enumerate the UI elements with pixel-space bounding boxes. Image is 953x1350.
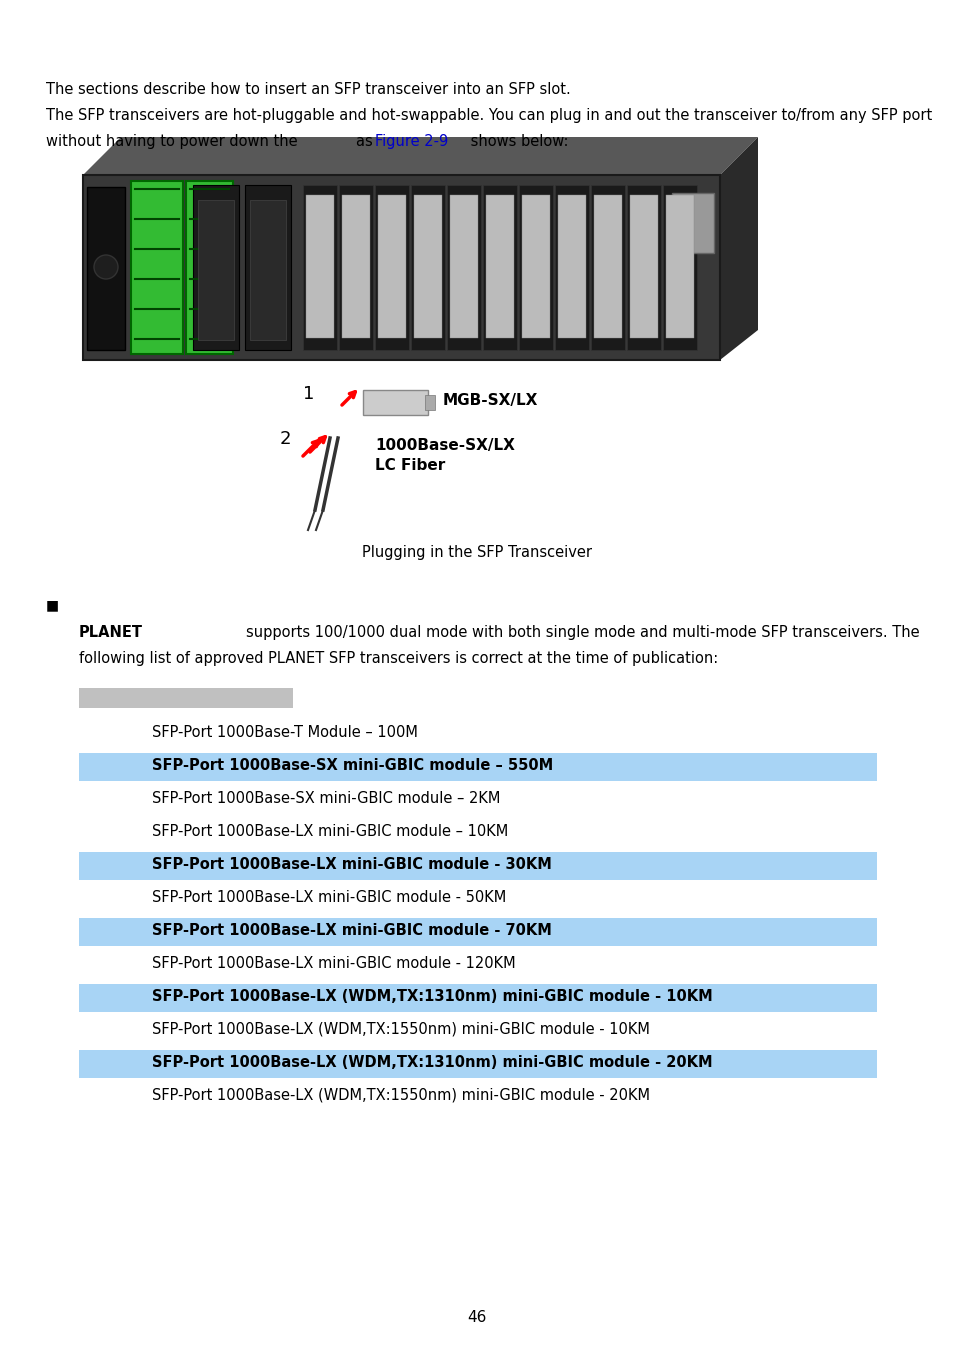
Text: MGB-SX/LX: MGB-SX/LX (442, 393, 537, 408)
Bar (671, 193, 713, 252)
Text: 2: 2 (280, 431, 292, 448)
Bar (626, 185, 660, 350)
Text: SFP-Port 1000Base-LX (WDM,TX:1310nm) mini-GBIC module - 20KM: SFP-Port 1000Base-LX (WDM,TX:1310nm) min… (152, 1054, 712, 1071)
Bar (341, 194, 370, 338)
Bar (414, 194, 441, 338)
Bar (450, 194, 477, 338)
Bar (193, 185, 239, 350)
Bar (424, 396, 435, 410)
Bar (594, 194, 621, 338)
Bar (303, 185, 336, 350)
Bar (558, 194, 585, 338)
Bar (306, 194, 334, 338)
Circle shape (94, 255, 118, 279)
Bar (79, 918, 876, 946)
Bar (79, 984, 876, 1012)
Bar (555, 185, 588, 350)
Text: ■: ■ (46, 598, 59, 612)
Bar (83, 176, 720, 360)
Bar (79, 852, 876, 880)
Bar (482, 185, 517, 350)
Text: SFP-Port 1000Base-T Module – 100M: SFP-Port 1000Base-T Module – 100M (152, 725, 417, 740)
Text: Figure 2-9: Figure 2-9 (375, 134, 448, 148)
Text: SFP-Port 1000Base-LX (WDM,TX:1550nm) mini-GBIC module - 10KM: SFP-Port 1000Base-LX (WDM,TX:1550nm) min… (152, 1022, 649, 1037)
Bar (245, 185, 291, 350)
Bar (250, 200, 286, 340)
Bar (363, 390, 428, 414)
Bar (198, 200, 233, 340)
Bar (79, 1050, 876, 1079)
Text: without having to power down the: without having to power down the (46, 134, 297, 148)
Text: The sections describe how to insert an SFP transceiver into an SFP slot.: The sections describe how to insert an S… (46, 82, 570, 97)
Text: SFP-Port 1000Base-LX mini-GBIC module - 30KM: SFP-Port 1000Base-LX mini-GBIC module - … (152, 857, 551, 872)
Text: 46: 46 (467, 1310, 486, 1324)
Text: SFP-Port 1000Base-LX (WDM,TX:1550nm) mini-GBIC module - 20KM: SFP-Port 1000Base-LX (WDM,TX:1550nm) min… (152, 1088, 649, 1103)
Bar (79, 753, 876, 782)
Text: as: as (355, 134, 377, 148)
Bar (131, 181, 183, 354)
Text: Plugging in the SFP Transceiver: Plugging in the SFP Transceiver (361, 545, 592, 560)
Bar (518, 185, 553, 350)
Bar (375, 185, 409, 350)
Bar (447, 185, 480, 350)
Bar (521, 194, 550, 338)
Text: SFP-Port 1000Base-LX mini-GBIC module - 120KM: SFP-Port 1000Base-LX mini-GBIC module - … (152, 956, 515, 971)
Text: SFP-Port 1000Base-SX mini-GBIC module – 550M: SFP-Port 1000Base-SX mini-GBIC module – … (152, 757, 553, 774)
Bar (186, 181, 233, 354)
Bar (79, 688, 293, 707)
Bar (377, 194, 406, 338)
Text: LC Fiber: LC Fiber (375, 458, 445, 472)
Text: SFP-Port 1000Base-LX mini-GBIC module - 50KM: SFP-Port 1000Base-LX mini-GBIC module - … (152, 890, 506, 905)
Text: following list of approved PLANET SFP transceivers is correct at the time of pub: following list of approved PLANET SFP tr… (79, 651, 718, 666)
Bar (411, 185, 444, 350)
Text: SFP-Port 1000Base-LX mini-GBIC module - 70KM: SFP-Port 1000Base-LX mini-GBIC module - … (152, 923, 551, 938)
Bar (590, 185, 624, 350)
Bar (485, 194, 514, 338)
Text: SFP-Port 1000Base-LX (WDM,TX:1310nm) mini-GBIC module - 10KM: SFP-Port 1000Base-LX (WDM,TX:1310nm) min… (152, 990, 712, 1004)
Bar (338, 185, 373, 350)
Text: The SFP transceivers are hot-pluggable and hot-swappable. You can plug in and ou: The SFP transceivers are hot-pluggable a… (46, 108, 931, 123)
Text: SFP-Port 1000Base-SX mini-GBIC module – 2KM: SFP-Port 1000Base-SX mini-GBIC module – … (152, 791, 500, 806)
Polygon shape (720, 136, 758, 360)
Text: shows below:: shows below: (465, 134, 568, 148)
Text: 1: 1 (303, 385, 314, 404)
Text: SFP-Port 1000Base-LX mini-GBIC module – 10KM: SFP-Port 1000Base-LX mini-GBIC module – … (152, 824, 508, 838)
Text: PLANET: PLANET (79, 625, 143, 640)
Bar (87, 188, 125, 350)
Bar (665, 194, 693, 338)
Bar (629, 194, 658, 338)
Polygon shape (83, 136, 758, 176)
Text: 1000Base-SX/LX: 1000Base-SX/LX (375, 437, 515, 454)
Text: supports 100/1000 dual mode with both single mode and multi-mode SFP transceiver: supports 100/1000 dual mode with both si… (246, 625, 919, 640)
Bar (662, 185, 697, 350)
